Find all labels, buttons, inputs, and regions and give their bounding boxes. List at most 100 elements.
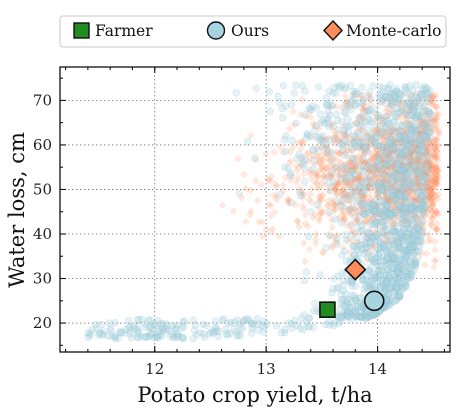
- ours-point: [411, 263, 419, 271]
- monte-carlo-point: [354, 174, 363, 183]
- monte-carlo-point: [302, 112, 310, 121]
- ours-point: [350, 170, 359, 178]
- monte-carlo-point: [356, 112, 364, 121]
- monte-carlo-point: [414, 163, 422, 172]
- ours-point: [325, 179, 333, 187]
- monte-carlo-point: [286, 176, 295, 184]
- monte-carlo-point: [350, 164, 359, 172]
- monte-carlo-point: [326, 103, 334, 111]
- monte-carlo-point: [408, 162, 417, 171]
- monte-carlo-point: [339, 210, 348, 219]
- monte-carlo-point: [434, 110, 443, 119]
- ours-point: [413, 215, 422, 223]
- monte-carlo-point: [427, 153, 436, 162]
- monte-carlo-point: [377, 140, 386, 148]
- monte-carlo-point: [398, 218, 406, 227]
- monte-carlo-point: [397, 189, 405, 198]
- monte-carlo-point: [348, 164, 357, 173]
- monte-carlo-point: [414, 165, 422, 174]
- monte-carlo-point: [399, 196, 408, 204]
- ours-point: [389, 289, 398, 297]
- monte-carlo-point: [399, 180, 407, 188]
- monte-carlo-point: [406, 107, 414, 116]
- monte-carlo-point: [410, 178, 418, 187]
- monte-carlo-point: [384, 151, 393, 160]
- monte-carlo-point: [383, 181, 392, 190]
- monte-carlo-point: [328, 244, 336, 252]
- ours-point: [312, 121, 321, 130]
- monte-carlo-point: [371, 143, 379, 152]
- monte-carlo-point: [402, 190, 411, 198]
- monte-carlo-point: [369, 136, 378, 144]
- monte-carlo-point: [395, 100, 404, 108]
- ours-point: [325, 317, 334, 326]
- monte-carlo-point: [295, 163, 303, 171]
- monte-carlo-point: [352, 175, 361, 183]
- monte-carlo-point: [370, 182, 379, 190]
- monte-carlo-point: [341, 141, 350, 150]
- monte-carlo-point: [361, 212, 370, 221]
- monte-carlo-point: [408, 102, 417, 110]
- monte-carlo-point: [390, 148, 398, 157]
- monte-carlo-point: [332, 185, 340, 193]
- monte-carlo-point: [369, 155, 377, 164]
- monte-carlo-point: [378, 183, 386, 191]
- ours-point: [330, 135, 339, 143]
- ours-point: [339, 190, 347, 199]
- monte-carlo-point: [352, 153, 361, 162]
- monte-carlo-point: [412, 178, 421, 186]
- monte-carlo-point: [412, 98, 421, 107]
- monte-carlo-point: [284, 195, 292, 203]
- ours-point: [219, 315, 228, 323]
- monte-carlo-point: [409, 105, 418, 113]
- monte-carlo-point: [383, 195, 392, 204]
- monte-carlo-point: [430, 197, 438, 206]
- monte-carlo-point: [329, 127, 338, 135]
- monte-carlo-point: [350, 183, 359, 192]
- monte-carlo-point: [375, 165, 384, 174]
- monte-carlo-point: [351, 218, 360, 227]
- ours-point: [303, 130, 312, 138]
- monte-carlo-point: [360, 149, 369, 158]
- ours-point: [341, 136, 349, 145]
- monte-carlo-point: [373, 180, 382, 189]
- monte-carlo-point: [367, 137, 375, 145]
- ours-point: [368, 206, 377, 214]
- ours-point: [148, 329, 156, 337]
- monte-carlo-point: [338, 104, 346, 112]
- monte-carlo-point: [306, 113, 315, 121]
- monte-carlo-point: [395, 140, 404, 148]
- monte-carlo-point: [421, 180, 429, 189]
- monte-carlo-point: [306, 166, 315, 174]
- monte-carlo-point: [417, 142, 426, 150]
- monte-carlo-point: [398, 179, 406, 188]
- monte-carlo-point: [300, 239, 308, 247]
- monte-carlo-point: [434, 166, 442, 175]
- monte-carlo-point: [425, 183, 433, 192]
- monte-carlo-point: [399, 195, 407, 204]
- monte-carlo-point: [423, 170, 432, 179]
- monte-carlo-point: [420, 175, 429, 183]
- monte-carlo-point: [406, 193, 414, 201]
- monte-carlo-point: [429, 167, 438, 176]
- monte-carlo-point: [365, 248, 373, 256]
- monte-carlo-point: [357, 91, 366, 99]
- monte-carlo-point: [379, 134, 388, 143]
- monte-carlo-point: [293, 217, 302, 226]
- monte-carlo-point: [370, 125, 379, 134]
- monte-carlo-point: [400, 174, 408, 183]
- monte-carlo-point: [414, 158, 423, 167]
- monte-carlo-point: [380, 171, 389, 179]
- monte-carlo-point: [402, 167, 411, 175]
- monte-carlo-point: [258, 232, 267, 241]
- ours-point: [316, 271, 324, 279]
- legend-marker-monte-carlo: [323, 19, 343, 42]
- monte-carlo-point: [406, 106, 415, 115]
- monte-carlo-point: [405, 205, 414, 214]
- monte-carlo-point: [423, 141, 431, 150]
- ours-point: [388, 252, 396, 261]
- monte-carlo-point: [359, 146, 367, 155]
- monte-carlo-point: [392, 145, 400, 154]
- monte-carlo-point: [366, 95, 374, 104]
- monte-carlo-point: [415, 123, 423, 132]
